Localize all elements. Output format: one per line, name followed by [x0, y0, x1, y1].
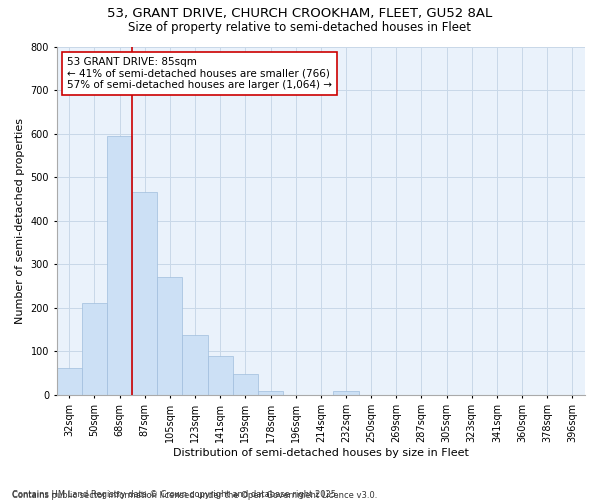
Y-axis label: Number of semi-detached properties: Number of semi-detached properties: [15, 118, 25, 324]
Text: Contains HM Land Registry data © Crown copyright and database right 2025.: Contains HM Land Registry data © Crown c…: [12, 490, 338, 499]
Text: 53, GRANT DRIVE, CHURCH CROOKHAM, FLEET, GU52 8AL: 53, GRANT DRIVE, CHURCH CROOKHAM, FLEET,…: [107, 8, 493, 20]
Bar: [132, 192, 157, 395]
Text: 53 GRANT DRIVE: 85sqm
← 41% of semi-detached houses are smaller (766)
57% of sem: 53 GRANT DRIVE: 85sqm ← 41% of semi-deta…: [67, 57, 332, 90]
Text: Contains public sector information licensed under the Open Government Licence v3: Contains public sector information licen…: [12, 491, 377, 500]
Bar: [157, 278, 182, 395]
Bar: [82, 304, 107, 395]
Bar: [258, 390, 283, 395]
Bar: [107, 136, 132, 395]
X-axis label: Distribution of semi-detached houses by size in Fleet: Distribution of semi-detached houses by …: [173, 448, 469, 458]
Text: Size of property relative to semi-detached houses in Fleet: Size of property relative to semi-detach…: [128, 21, 472, 34]
Bar: [208, 356, 233, 395]
Bar: [56, 368, 82, 395]
Bar: [233, 374, 258, 395]
Bar: [182, 335, 208, 395]
Bar: [334, 390, 359, 395]
